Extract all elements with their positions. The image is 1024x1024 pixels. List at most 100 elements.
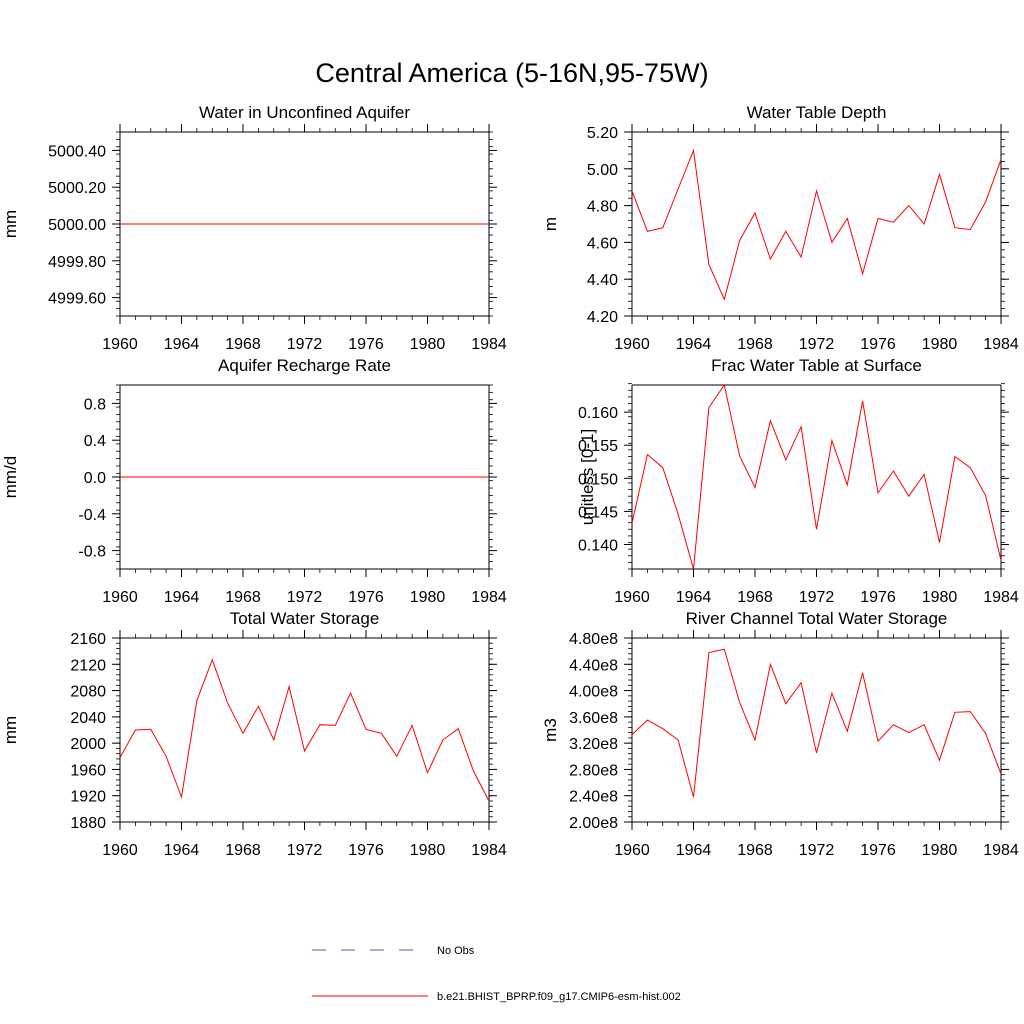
- panel-title: Aquifer Recharge Rate: [218, 356, 391, 375]
- y-tick-label: 0.0: [84, 470, 106, 487]
- x-tick-label: 1972: [799, 589, 835, 606]
- y-tick-label: 3.60e8: [569, 710, 618, 727]
- chart-panel-3: -0.8 -0.4 0.0 0.4 0.8 1960 1964 1968 1972 1976 198…: [1, 356, 507, 606]
- y-axis-label: mm/d: [1, 456, 20, 499]
- y-tick-label: 4.80: [587, 199, 618, 216]
- panel-title: Water Table Depth: [747, 103, 887, 122]
- panel-title: River Channel Total Water Storage: [686, 609, 948, 628]
- series-line: [119, 658, 490, 802]
- legend-label-model: b.e21.BHIST_BPRP.f09_g17.CMIP6-esm-hist.…: [437, 991, 681, 1003]
- y-tick-label: 0.160: [578, 405, 618, 422]
- x-tick-label: 1976: [860, 589, 896, 606]
- y-tick-label: -0.4: [78, 507, 106, 524]
- x-tick-label: 1968: [737, 336, 773, 353]
- y-axis-label: m: [541, 217, 560, 231]
- y-axis-label: mm: [1, 716, 20, 744]
- x-tick-label: 1976: [860, 336, 896, 353]
- y-tick-label: 4.80e8: [569, 631, 618, 648]
- x-tick-label: 1980: [410, 589, 446, 606]
- y-tick-label: 4.40e8: [569, 657, 618, 674]
- x-tick-label: 1964: [676, 589, 712, 606]
- panel-title: Frac Water Table at Surface: [711, 356, 922, 375]
- x-tick-label: 1964: [164, 589, 200, 606]
- x-tick-label: 1976: [348, 589, 384, 606]
- y-tick-label: 2040: [70, 710, 106, 727]
- y-tick-label: 4999.80: [48, 254, 106, 271]
- x-tick-label: 1972: [287, 589, 323, 606]
- y-axis-label: unitless [0-1]: [578, 429, 597, 525]
- legend-label-no-obs: No Obs: [437, 945, 475, 957]
- x-tick-label: 1960: [614, 336, 650, 353]
- chart-panel-2: 4.20 4.40 4.60 4.80 5.00 5.20 1960 1964 1968 1972…: [541, 103, 1019, 353]
- x-tick-label: 1964: [164, 336, 200, 353]
- y-tick-label: 0.150: [578, 471, 618, 488]
- x-tick-label: 1980: [922, 589, 958, 606]
- y-tick-label: 4999.60: [48, 291, 106, 308]
- y-tick-label: 5.00: [587, 162, 618, 179]
- x-tick-label: 1980: [410, 336, 446, 353]
- x-tick-label: 1964: [676, 842, 712, 859]
- series-line: [631, 648, 1002, 798]
- y-tick-label: 2.00e8: [569, 815, 618, 832]
- x-tick-label: 1968: [737, 589, 773, 606]
- x-tick-label: 1984: [983, 336, 1019, 353]
- chart-panel-5: 1880 1920 1960 2000 2040 2080 2120 2160 1960 1964…: [1, 609, 507, 859]
- x-tick-label: 1960: [102, 842, 138, 859]
- chart-panel-6: 2.00e8 2.40e8 2.80e8 3.20e8 3.60e8 4.00e8 4.40…: [541, 609, 1019, 859]
- x-tick-label: 1960: [102, 336, 138, 353]
- y-tick-label: 3.20e8: [569, 736, 618, 753]
- chart-panel-4: 0.140 0.145 0.150 0.155 0.160 1960 1964 1968 197…: [578, 356, 1019, 606]
- y-tick-label: 2000: [70, 736, 106, 753]
- x-tick-label: 1964: [164, 842, 200, 859]
- y-tick-label: 1960: [70, 762, 106, 779]
- x-tick-label: 1960: [614, 842, 650, 859]
- series-line: [631, 148, 1002, 301]
- x-tick-label: 1972: [287, 336, 323, 353]
- y-axis-label: m3: [541, 718, 560, 742]
- y-tick-label: 1880: [70, 815, 106, 832]
- x-tick-label: 1968: [737, 842, 773, 859]
- y-tick-label: 4.20: [587, 309, 618, 326]
- y-tick-label: 2.40e8: [569, 789, 618, 806]
- y-tick-label: 0.140: [578, 538, 618, 555]
- y-axis-label: mm: [1, 210, 20, 238]
- legend: No Obs b.e21.BHIST_BPRP.f09_g17.CMIP6-es…: [312, 945, 681, 1003]
- x-tick-label: 1968: [225, 336, 261, 353]
- x-tick-label: 1972: [799, 842, 835, 859]
- x-tick-label: 1972: [287, 842, 323, 859]
- x-tick-label: 1980: [410, 842, 446, 859]
- y-tick-label: 2120: [70, 657, 106, 674]
- x-tick-label: 1968: [225, 589, 261, 606]
- y-tick-label: 2160: [70, 631, 106, 648]
- x-tick-label: 1984: [471, 589, 507, 606]
- series-line: [631, 383, 1002, 570]
- x-tick-label: 1968: [225, 842, 261, 859]
- y-tick-label: 4.00e8: [569, 684, 618, 701]
- panel-title: Total Water Storage: [230, 609, 380, 628]
- x-tick-label: 1980: [922, 842, 958, 859]
- x-tick-label: 1960: [102, 589, 138, 606]
- y-tick-label: 5.20: [587, 125, 618, 142]
- y-tick-label: 5000.00: [48, 217, 106, 234]
- y-tick-label: 4.60: [587, 235, 618, 252]
- y-tick-label: 5000.20: [48, 180, 106, 197]
- x-tick-label: 1960: [614, 589, 650, 606]
- panel-title: Water in Unconfined Aquifer: [199, 103, 410, 122]
- y-tick-label: 0.155: [578, 438, 618, 455]
- x-tick-label: 1984: [471, 336, 507, 353]
- x-tick-label: 1984: [983, 842, 1019, 859]
- panels: 4999.60 4999.80 5000.00 5000.20 5000.40 1960 1…: [1, 103, 1019, 859]
- y-tick-label: 0.145: [578, 504, 618, 521]
- x-tick-label: 1964: [676, 336, 712, 353]
- y-tick-label: 5000.40: [48, 143, 106, 160]
- y-tick-label: 0.4: [84, 433, 106, 450]
- x-tick-label: 1976: [348, 336, 384, 353]
- y-tick-label: 1920: [70, 789, 106, 806]
- x-tick-label: 1980: [922, 336, 958, 353]
- x-tick-label: 1976: [348, 842, 384, 859]
- x-tick-label: 1976: [860, 842, 896, 859]
- x-tick-label: 1984: [983, 589, 1019, 606]
- x-tick-label: 1984: [471, 842, 507, 859]
- y-tick-label: 2.80e8: [569, 762, 618, 779]
